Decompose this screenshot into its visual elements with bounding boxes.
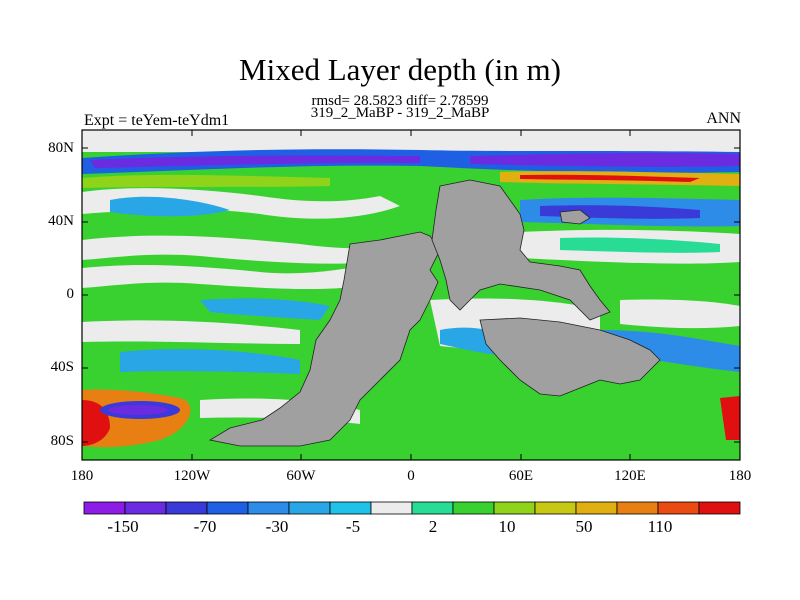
lat-label-80n: 80N: [48, 140, 74, 156]
colorbar-box: [493, 501, 536, 515]
lon-label-0: 0: [407, 468, 415, 484]
colorbar-box: [247, 501, 290, 515]
north-white-patch: [82, 188, 400, 219]
lat-label-80s: 80S: [50, 433, 74, 449]
lon-label-180e: 180: [728, 468, 752, 484]
land-south-east: [479, 317, 661, 397]
north-yellow-band: [82, 174, 330, 188]
colorbar-box: [165, 501, 208, 515]
land-north-east: [431, 179, 611, 321]
equator-white-band: [82, 265, 360, 290]
colorbar-label: 2: [428, 517, 438, 536]
colorbar-box: [616, 501, 659, 515]
arctic-purple-band-east: [470, 152, 740, 167]
colorbar-box: [657, 501, 700, 515]
south-white-band: [82, 320, 300, 344]
colorbar-label: 10: [498, 517, 516, 536]
lon-label-120e: 120E: [614, 468, 646, 484]
colorbar-box: [329, 501, 372, 515]
colorbar-label: 110: [647, 517, 673, 536]
southeast-red: [720, 396, 740, 440]
map-title: Mixed Layer depth (in m): [239, 52, 561, 87]
lon-label-180w: 180: [70, 468, 94, 484]
colorbar-box: [698, 501, 741, 515]
arctic-white-band: [82, 130, 740, 152]
stats-line: rmsd= 28.5823 diff= 2.78599: [311, 93, 489, 109]
period-line: 319_2_MaBP - 319_2_MaBP: [310, 105, 490, 121]
southern-ocean-violet-eddy: [108, 405, 168, 415]
lon-label-120w: 120W: [173, 468, 211, 484]
colorbar-label: -30: [265, 517, 289, 536]
colorbar-label: -70: [193, 517, 217, 536]
colorbar-box: [83, 501, 126, 515]
lat-label-0: 0: [66, 286, 75, 302]
lat-tick-marks: [82, 147, 740, 443]
north-blue-patch: [110, 196, 230, 217]
colorbar-box: [370, 501, 413, 515]
north-red-band: [520, 174, 700, 182]
colorbar-label: 50: [575, 517, 593, 536]
experiment-label: Expt = teYem-teYdm1: [84, 112, 230, 129]
colorbar-box: [411, 501, 454, 515]
northeast-green-patch: [560, 237, 720, 253]
southern-ocean-blue: [600, 330, 740, 372]
colorbar-box: [288, 501, 331, 515]
colorbar-box: [534, 501, 577, 515]
lat-label-40s: 40S: [50, 359, 74, 375]
colorbar-label: -150: [107, 517, 139, 536]
lon-tick-marks: [81, 130, 741, 460]
season-label: ANN: [706, 110, 741, 127]
lon-label-60w: 60W: [286, 468, 316, 484]
colorbar-box: [575, 501, 618, 515]
arctic-purple-band: [90, 155, 420, 168]
colorbar-box: [452, 501, 495, 515]
north-white-patch-2: [82, 235, 380, 264]
lon-label-60e: 60E: [508, 468, 534, 484]
pacific-blue-band: [200, 298, 330, 320]
colorbar-box: [124, 501, 167, 515]
colorbar-box: [206, 501, 249, 515]
east-white-patch: [620, 299, 740, 329]
land-east-island: [559, 209, 591, 225]
colorbar-label: -5: [345, 517, 361, 536]
lat-label-40n: 40N: [48, 213, 74, 229]
south-blue-band: [120, 349, 300, 374]
